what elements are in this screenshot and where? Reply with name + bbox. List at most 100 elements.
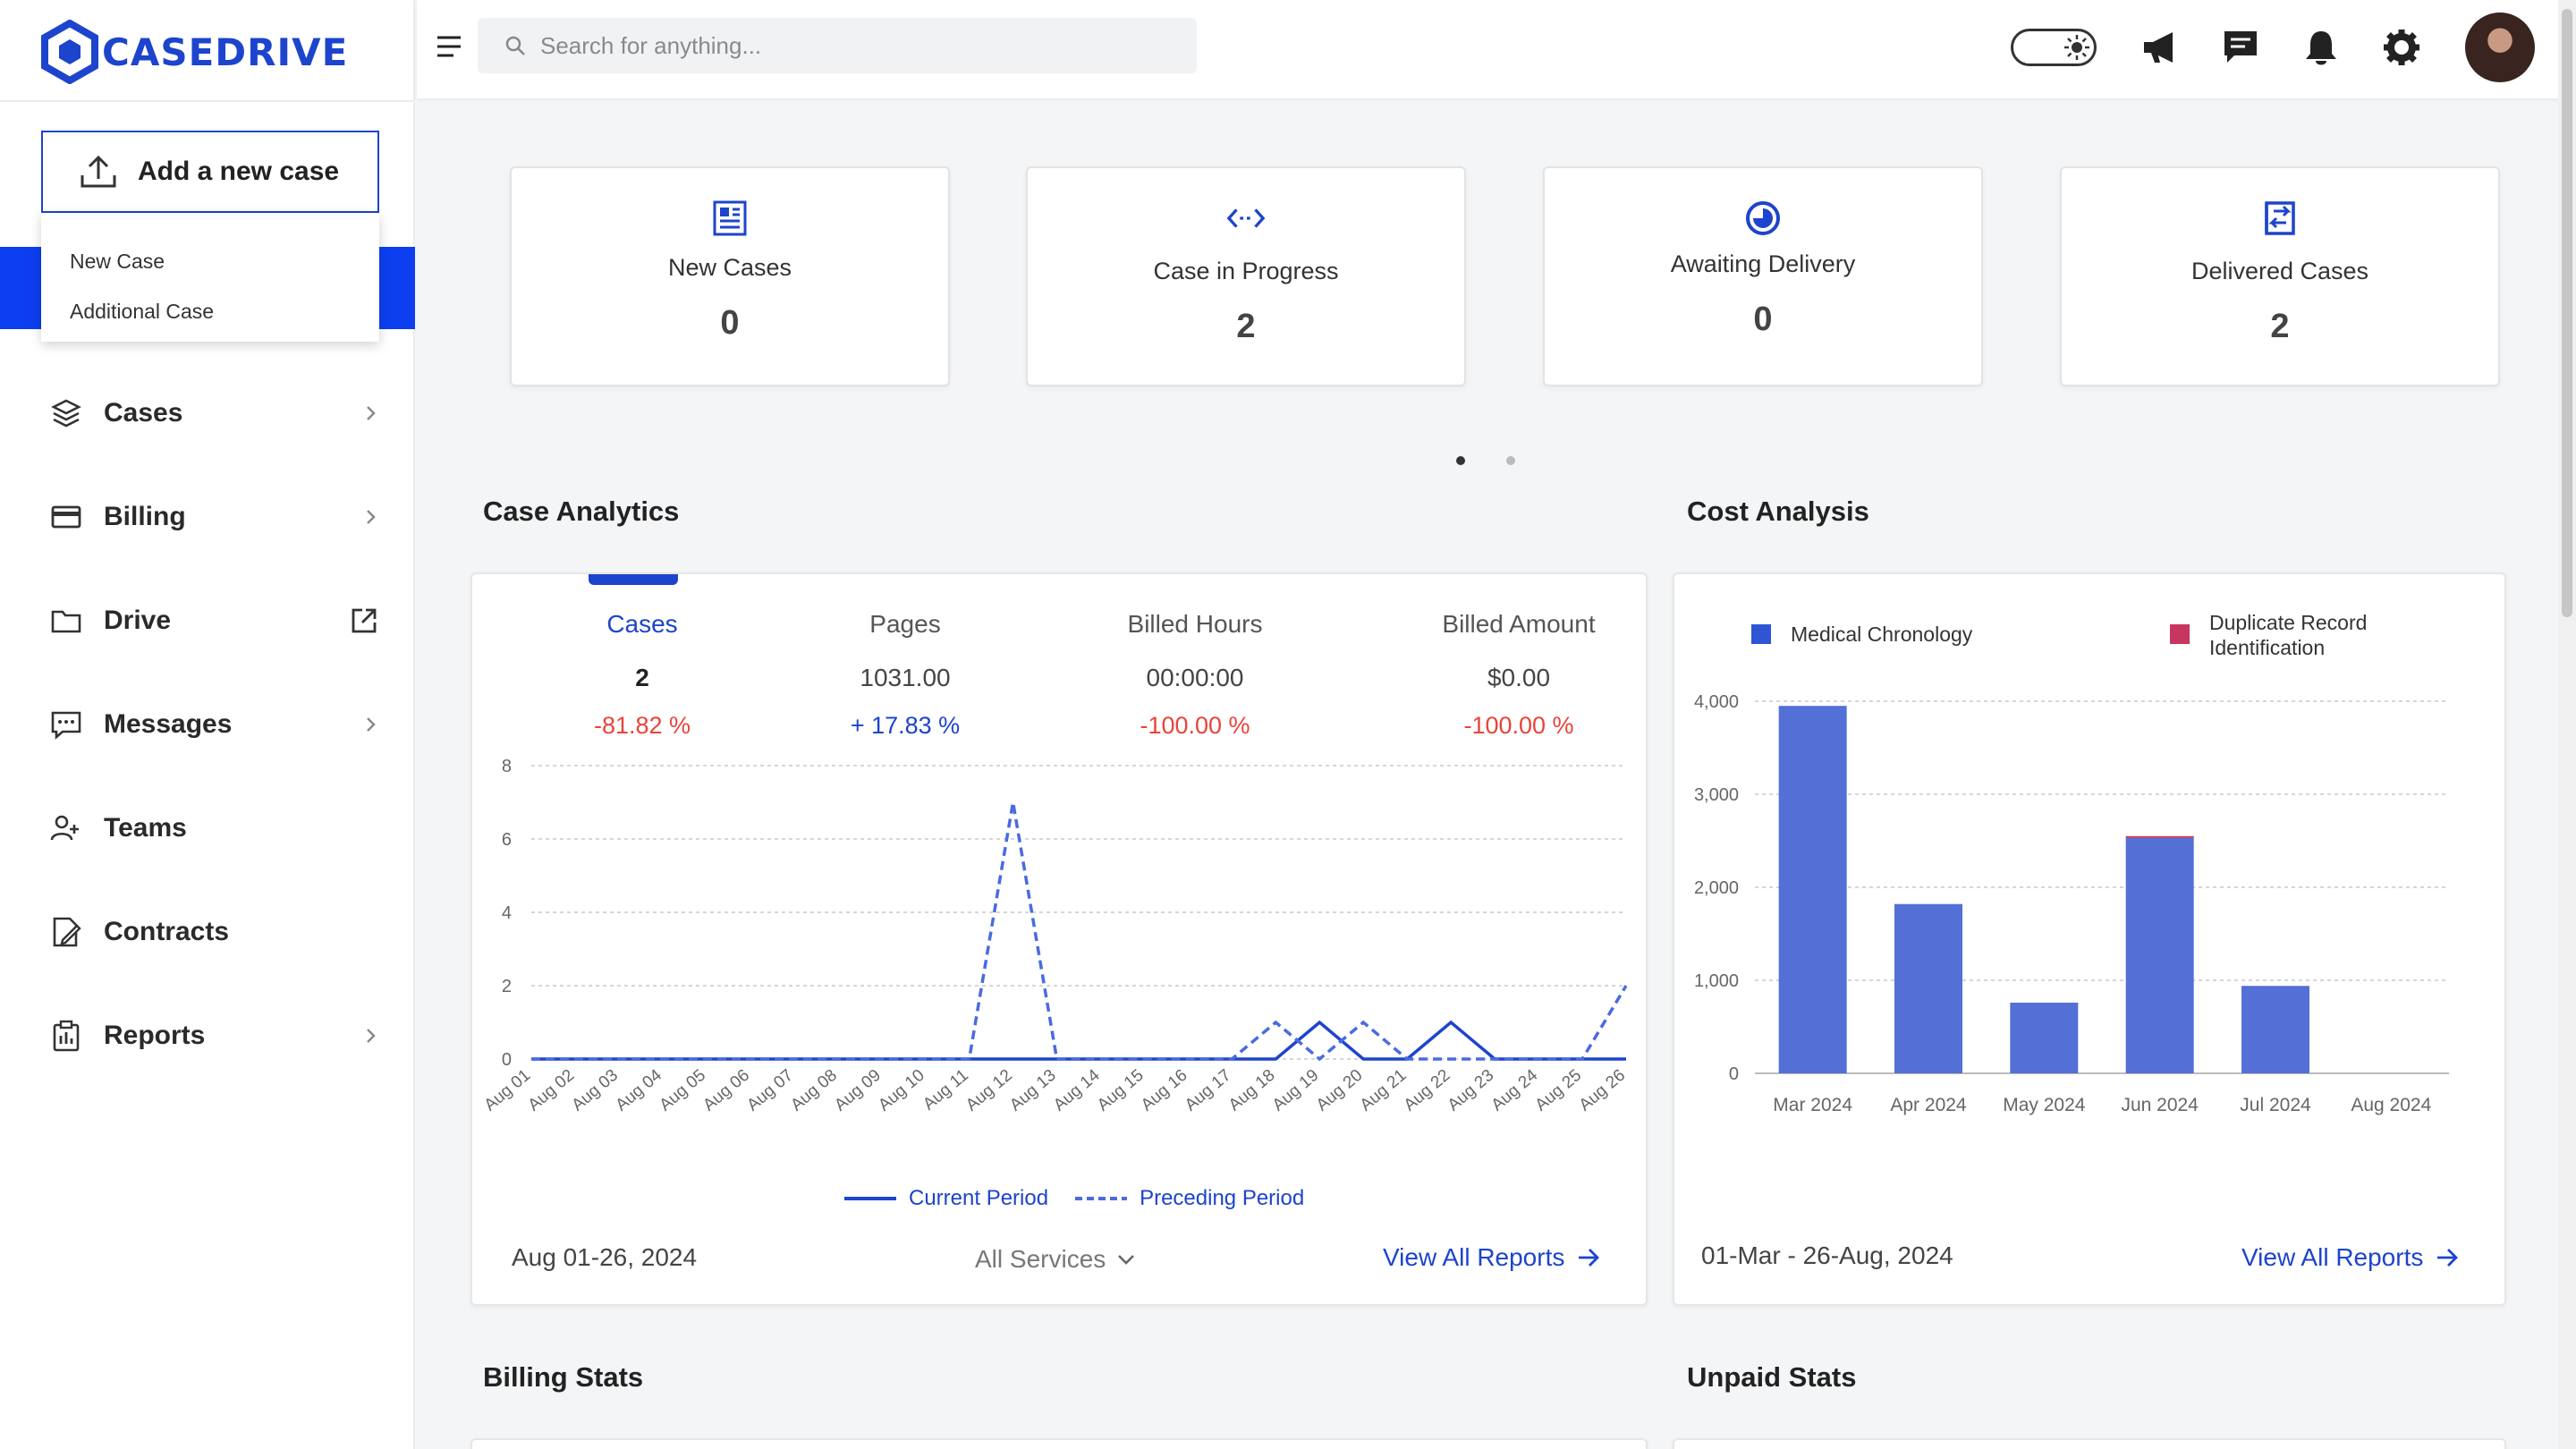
bar-chart-y-tick-label: 4,000: [1694, 692, 1739, 712]
case-analytics-title: Case Analytics: [483, 496, 680, 527]
add-case-dropdown: New Case Additional Case: [41, 213, 379, 342]
line-chart-x-tick-label: Aug 17: [1182, 1066, 1235, 1115]
cost-analysis-date-range: 01-Mar - 26-Aug, 2024: [1701, 1241, 1953, 1269]
dropdown-option-additional-case[interactable]: Additional Case: [70, 300, 215, 323]
billing-stats-panel: [470, 1438, 1648, 1449]
case-analytics-date-range: Aug 01-26, 2024: [512, 1243, 698, 1271]
brand-logo[interactable]: CASEDRIVE: [41, 18, 348, 86]
stat-value: 0: [1753, 301, 1773, 338]
user-avatar[interactable]: [2465, 13, 2535, 82]
tab-pages[interactable]: Pages 1031.00 + 17.83 %: [771, 610, 1039, 740]
stat-card-case-in-progress[interactable]: Case in Progress 2: [1026, 166, 1466, 386]
line-chart-legend: Current Period Preceding Period: [844, 1186, 1304, 1211]
line-chart-x-tick-label: Aug 20: [1313, 1066, 1367, 1115]
line-chart-x-tick-label: Aug 09: [831, 1066, 885, 1115]
cost-legend-duplicate-record[interactable]: Duplicate Record Identification: [2170, 610, 2438, 660]
line-chart-x-tick-label: Aug 21: [1357, 1066, 1411, 1115]
sidebar-divider: [0, 100, 415, 102]
folder-icon: [50, 605, 82, 637]
legend-current-label: Current Period: [909, 1186, 1049, 1210]
active-tab-indicator: [589, 574, 678, 585]
clipboard-icon: [50, 1020, 82, 1052]
sidebar-item-messages[interactable]: Messages: [0, 673, 415, 776]
line-chart-x-tick-label: Aug 22: [1401, 1066, 1454, 1115]
tab-cases[interactable]: Cases 2 -81.82 %: [508, 574, 776, 740]
line-chart-x-tick-label: Aug 23: [1445, 1066, 1498, 1115]
tab-change: -100.00 %: [1463, 712, 1574, 739]
tab-label: Pages: [869, 610, 941, 638]
view-all-label: View All Reports: [2241, 1243, 2424, 1271]
line-chart-x-tick-label: Aug 10: [875, 1066, 928, 1115]
case-analytics-view-all-link[interactable]: View All Reports: [1383, 1243, 1600, 1272]
line-chart-x-tick-label: Aug 07: [743, 1066, 797, 1115]
megaphone-icon[interactable]: [2140, 27, 2181, 68]
add-new-case-label: Add a new case: [138, 157, 340, 186]
sidebar-nav: Cases Billing Drive: [0, 361, 415, 1088]
bar-chart-x-tick-label: Mar 2024: [1773, 1095, 1852, 1115]
theme-toggle[interactable]: [2011, 29, 2097, 66]
line-chart-x-tick-label: Aug 01: [481, 1066, 535, 1115]
line-chart-x-tick-label: Aug 16: [1138, 1066, 1191, 1115]
sidebar-item-cases[interactable]: Cases: [0, 361, 415, 465]
hamburger-menu-icon[interactable]: [435, 32, 463, 61]
bar-medical-chronology: [1894, 903, 1962, 1073]
upload-icon: [80, 155, 116, 188]
bar-chart-x-tick-label: Jun 2024: [2121, 1095, 2199, 1115]
cost-legend-medical-chronology[interactable]: Medical Chronology: [1751, 623, 1972, 647]
line-chart-y-tick-label: 6: [502, 830, 512, 850]
line-chart-x-tick-label: Aug 12: [962, 1066, 1016, 1115]
tab-value: 1031.00: [860, 664, 951, 691]
line-chart-x-tick-label: Aug 25: [1532, 1066, 1586, 1115]
sidebar-item-teams[interactable]: Teams: [0, 776, 415, 880]
document-icon: [710, 199, 750, 238]
sidebar-item-contracts[interactable]: Contracts: [0, 880, 415, 984]
bell-icon[interactable]: [2301, 27, 2342, 68]
stat-card-delivered-cases[interactable]: Delivered Cases 2: [2060, 166, 2500, 386]
sidebar-item-label: Billing: [104, 502, 186, 531]
dropdown-option-new-case[interactable]: New Case: [70, 250, 165, 273]
stat-value: 2: [2270, 308, 2290, 345]
cost-analysis-view-all-link[interactable]: View All Reports: [2241, 1243, 2459, 1272]
line-chart-x-tick-label: Aug 13: [1006, 1066, 1060, 1115]
line-chart-x-tick-label: Aug 14: [1050, 1065, 1104, 1114]
unpaid-stats-title: Unpaid Stats: [1687, 1361, 1857, 1393]
services-filter-select[interactable]: All Services: [975, 1245, 1136, 1274]
carousel-dot-2[interactable]: [1506, 456, 1515, 465]
external-link-icon[interactable]: [349, 606, 379, 636]
tab-billed-amount[interactable]: Billed Amount $0.00 -100.00 %: [1385, 610, 1653, 740]
bar-medical-chronology: [2125, 837, 2194, 1073]
sidebar-item-drive[interactable]: Drive: [0, 569, 415, 673]
search-input[interactable]: [540, 31, 1166, 60]
tab-billed-hours[interactable]: Billed Hours 00:00:00 -100.00 %: [1061, 610, 1329, 740]
tab-label: Cases: [606, 610, 678, 638]
tab-value: $0.00: [1487, 664, 1551, 691]
delivered-icon: [2260, 199, 2300, 238]
tab-change: + 17.83 %: [850, 712, 961, 739]
tab-value: 00:00:00: [1146, 664, 1244, 691]
legend-swatch-blue: [1751, 624, 1771, 644]
sidebar-item-reports[interactable]: Reports: [0, 984, 415, 1088]
sidebar-item-billing[interactable]: Billing: [0, 465, 415, 569]
case-analytics-panel: Cases 2 -81.82 % Pages 1031.00 + 17.83 %…: [470, 572, 1648, 1306]
add-new-case-button[interactable]: Add a new case: [41, 131, 379, 213]
bar-chart-y-tick-label: 1,000: [1694, 971, 1739, 991]
bar-chart-x-tick-label: Apr 2024: [1890, 1095, 1967, 1115]
carousel-dot-1[interactable]: [1456, 456, 1465, 465]
scrollbar-thumb[interactable]: [2562, 9, 2572, 617]
stat-card-new-cases[interactable]: New Cases 0: [510, 166, 950, 386]
line-chart-x-tick-label: Aug 04: [612, 1065, 665, 1114]
billing-stats-title: Billing Stats: [483, 1361, 644, 1393]
sidebar-item-label: Contracts: [104, 917, 230, 946]
chevron-right-icon: [358, 504, 383, 530]
sidebar: CASEDRIVE Add a new case New Case Additi…: [0, 0, 415, 1449]
sun-icon: [2063, 34, 2090, 61]
chat-icon[interactable]: [2220, 27, 2261, 68]
gear-icon[interactable]: [2381, 27, 2422, 68]
message-icon: [50, 708, 82, 741]
stat-card-awaiting-delivery[interactable]: Awaiting Delivery 0: [1543, 166, 1983, 386]
page-scrollbar[interactable]: [2558, 0, 2576, 1449]
search-bar[interactable]: [478, 18, 1197, 73]
top-bar: [417, 0, 2576, 98]
